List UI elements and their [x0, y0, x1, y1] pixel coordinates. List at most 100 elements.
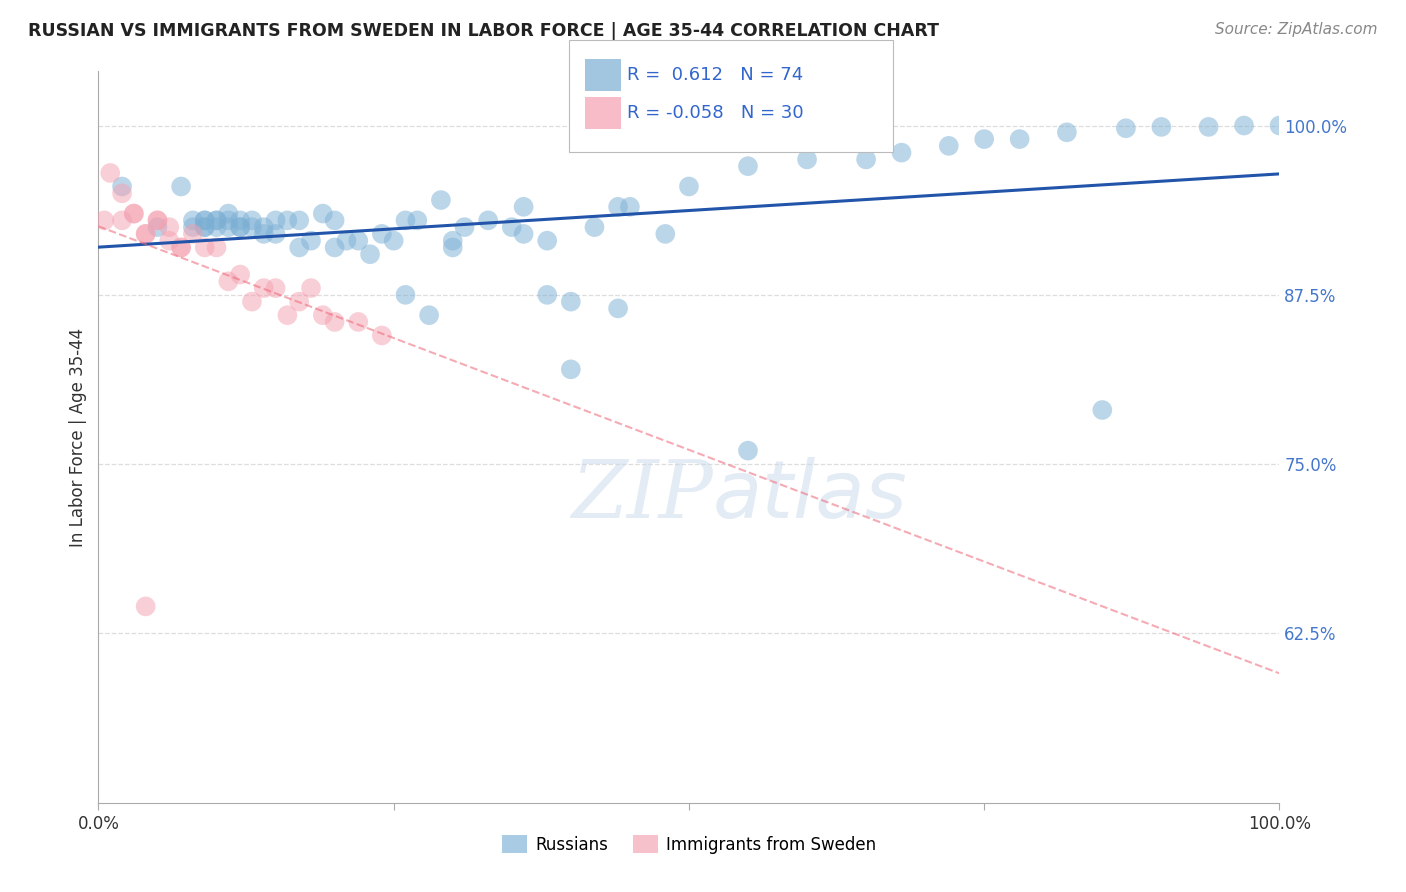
- Point: [477, 213, 499, 227]
- Point: [146, 220, 169, 235]
- Point: [135, 227, 157, 241]
- Point: [194, 213, 217, 227]
- Point: [194, 220, 217, 235]
- Point: [240, 213, 263, 227]
- Point: [678, 179, 700, 194]
- Point: [111, 213, 134, 227]
- Point: [938, 139, 960, 153]
- Point: [1233, 119, 1256, 133]
- Point: [394, 288, 416, 302]
- Point: [181, 213, 204, 227]
- Point: [264, 213, 287, 227]
- Point: [181, 220, 204, 235]
- Point: [418, 308, 440, 322]
- Point: [335, 234, 357, 248]
- Point: [217, 274, 239, 288]
- Point: [135, 227, 157, 241]
- Point: [1198, 120, 1220, 134]
- Text: ZIP: ZIP: [571, 457, 713, 534]
- Point: [264, 227, 287, 241]
- Point: [855, 153, 877, 167]
- Point: [253, 281, 276, 295]
- Point: [229, 220, 252, 235]
- Point: [93, 213, 115, 227]
- Point: [347, 315, 370, 329]
- Text: R = -0.058   N = 30: R = -0.058 N = 30: [627, 104, 804, 122]
- Point: [170, 240, 193, 254]
- Point: [973, 132, 995, 146]
- Point: [536, 234, 558, 248]
- Point: [1115, 121, 1137, 136]
- Point: [217, 220, 239, 235]
- Point: [430, 193, 453, 207]
- Point: [1056, 125, 1078, 139]
- Point: [229, 268, 252, 282]
- Point: [240, 220, 263, 235]
- Point: [312, 308, 335, 322]
- Text: atlas: atlas: [713, 457, 907, 534]
- Point: [371, 227, 394, 241]
- Point: [536, 288, 558, 302]
- Point: [453, 220, 475, 235]
- Point: [560, 362, 582, 376]
- Point: [288, 213, 311, 227]
- Point: [288, 294, 311, 309]
- Point: [146, 213, 169, 227]
- Point: [157, 220, 180, 235]
- Point: [146, 213, 169, 227]
- Point: [135, 599, 157, 614]
- Point: [170, 240, 193, 254]
- Point: [205, 213, 228, 227]
- Point: [205, 240, 228, 254]
- Text: RUSSIAN VS IMMIGRANTS FROM SWEDEN IN LABOR FORCE | AGE 35-44 CORRELATION CHART: RUSSIAN VS IMMIGRANTS FROM SWEDEN IN LAB…: [28, 22, 939, 40]
- Point: [347, 234, 370, 248]
- Point: [312, 206, 335, 220]
- Point: [737, 159, 759, 173]
- Point: [1268, 119, 1291, 133]
- Text: Source: ZipAtlas.com: Source: ZipAtlas.com: [1215, 22, 1378, 37]
- Point: [382, 234, 405, 248]
- Point: [253, 220, 276, 235]
- Point: [737, 443, 759, 458]
- Point: [371, 328, 394, 343]
- Point: [205, 220, 228, 235]
- Point: [1150, 120, 1173, 134]
- Point: [299, 234, 322, 248]
- Point: [217, 213, 239, 227]
- Point: [512, 200, 534, 214]
- Point: [229, 213, 252, 227]
- Point: [654, 227, 676, 241]
- Point: [890, 145, 912, 160]
- Point: [122, 206, 145, 220]
- Text: R =  0.612   N = 74: R = 0.612 N = 74: [627, 66, 803, 84]
- Point: [607, 301, 630, 316]
- Point: [253, 227, 276, 241]
- Point: [560, 294, 582, 309]
- Point: [98, 166, 121, 180]
- Point: [276, 308, 298, 322]
- Point: [299, 281, 322, 295]
- Point: [583, 220, 606, 235]
- Point: [796, 153, 818, 167]
- Point: [512, 227, 534, 241]
- Point: [607, 200, 630, 214]
- Point: [394, 213, 416, 227]
- Point: [170, 179, 193, 194]
- Point: [229, 220, 252, 235]
- Point: [194, 240, 217, 254]
- Point: [441, 240, 464, 254]
- Point: [359, 247, 381, 261]
- Point: [323, 315, 346, 329]
- Legend: Russians, Immigrants from Sweden: Russians, Immigrants from Sweden: [495, 829, 883, 860]
- Point: [619, 200, 641, 214]
- Point: [441, 234, 464, 248]
- Point: [1091, 403, 1114, 417]
- Point: [194, 220, 217, 235]
- Point: [157, 234, 180, 248]
- Point: [111, 179, 134, 194]
- Point: [323, 240, 346, 254]
- Y-axis label: In Labor Force | Age 35-44: In Labor Force | Age 35-44: [69, 327, 87, 547]
- Point: [111, 186, 134, 201]
- Point: [217, 206, 239, 220]
- Point: [1008, 132, 1031, 146]
